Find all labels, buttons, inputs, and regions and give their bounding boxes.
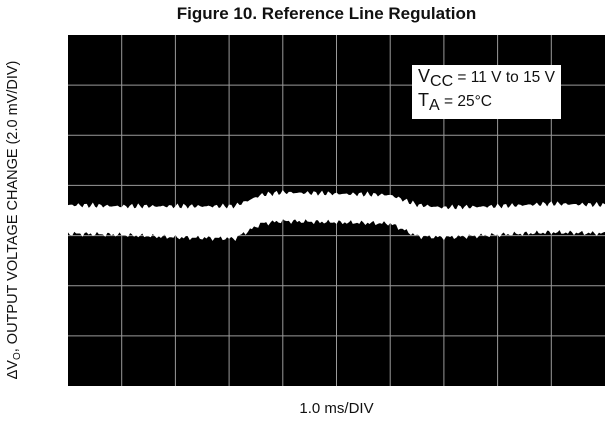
- trace-band: [67, 190, 606, 242]
- vcc-condition: VCC = 11 V to 15 V: [418, 66, 555, 91]
- conditions-annotation: VCC = 11 V to 15 V TA = 25°C: [412, 65, 561, 119]
- ta-condition: TA = 25°C: [418, 90, 492, 115]
- chart-title: Figure 10. Reference Line Regulation: [176, 4, 477, 23]
- x-axis-label: 1.0 ms/DIV: [299, 400, 374, 417]
